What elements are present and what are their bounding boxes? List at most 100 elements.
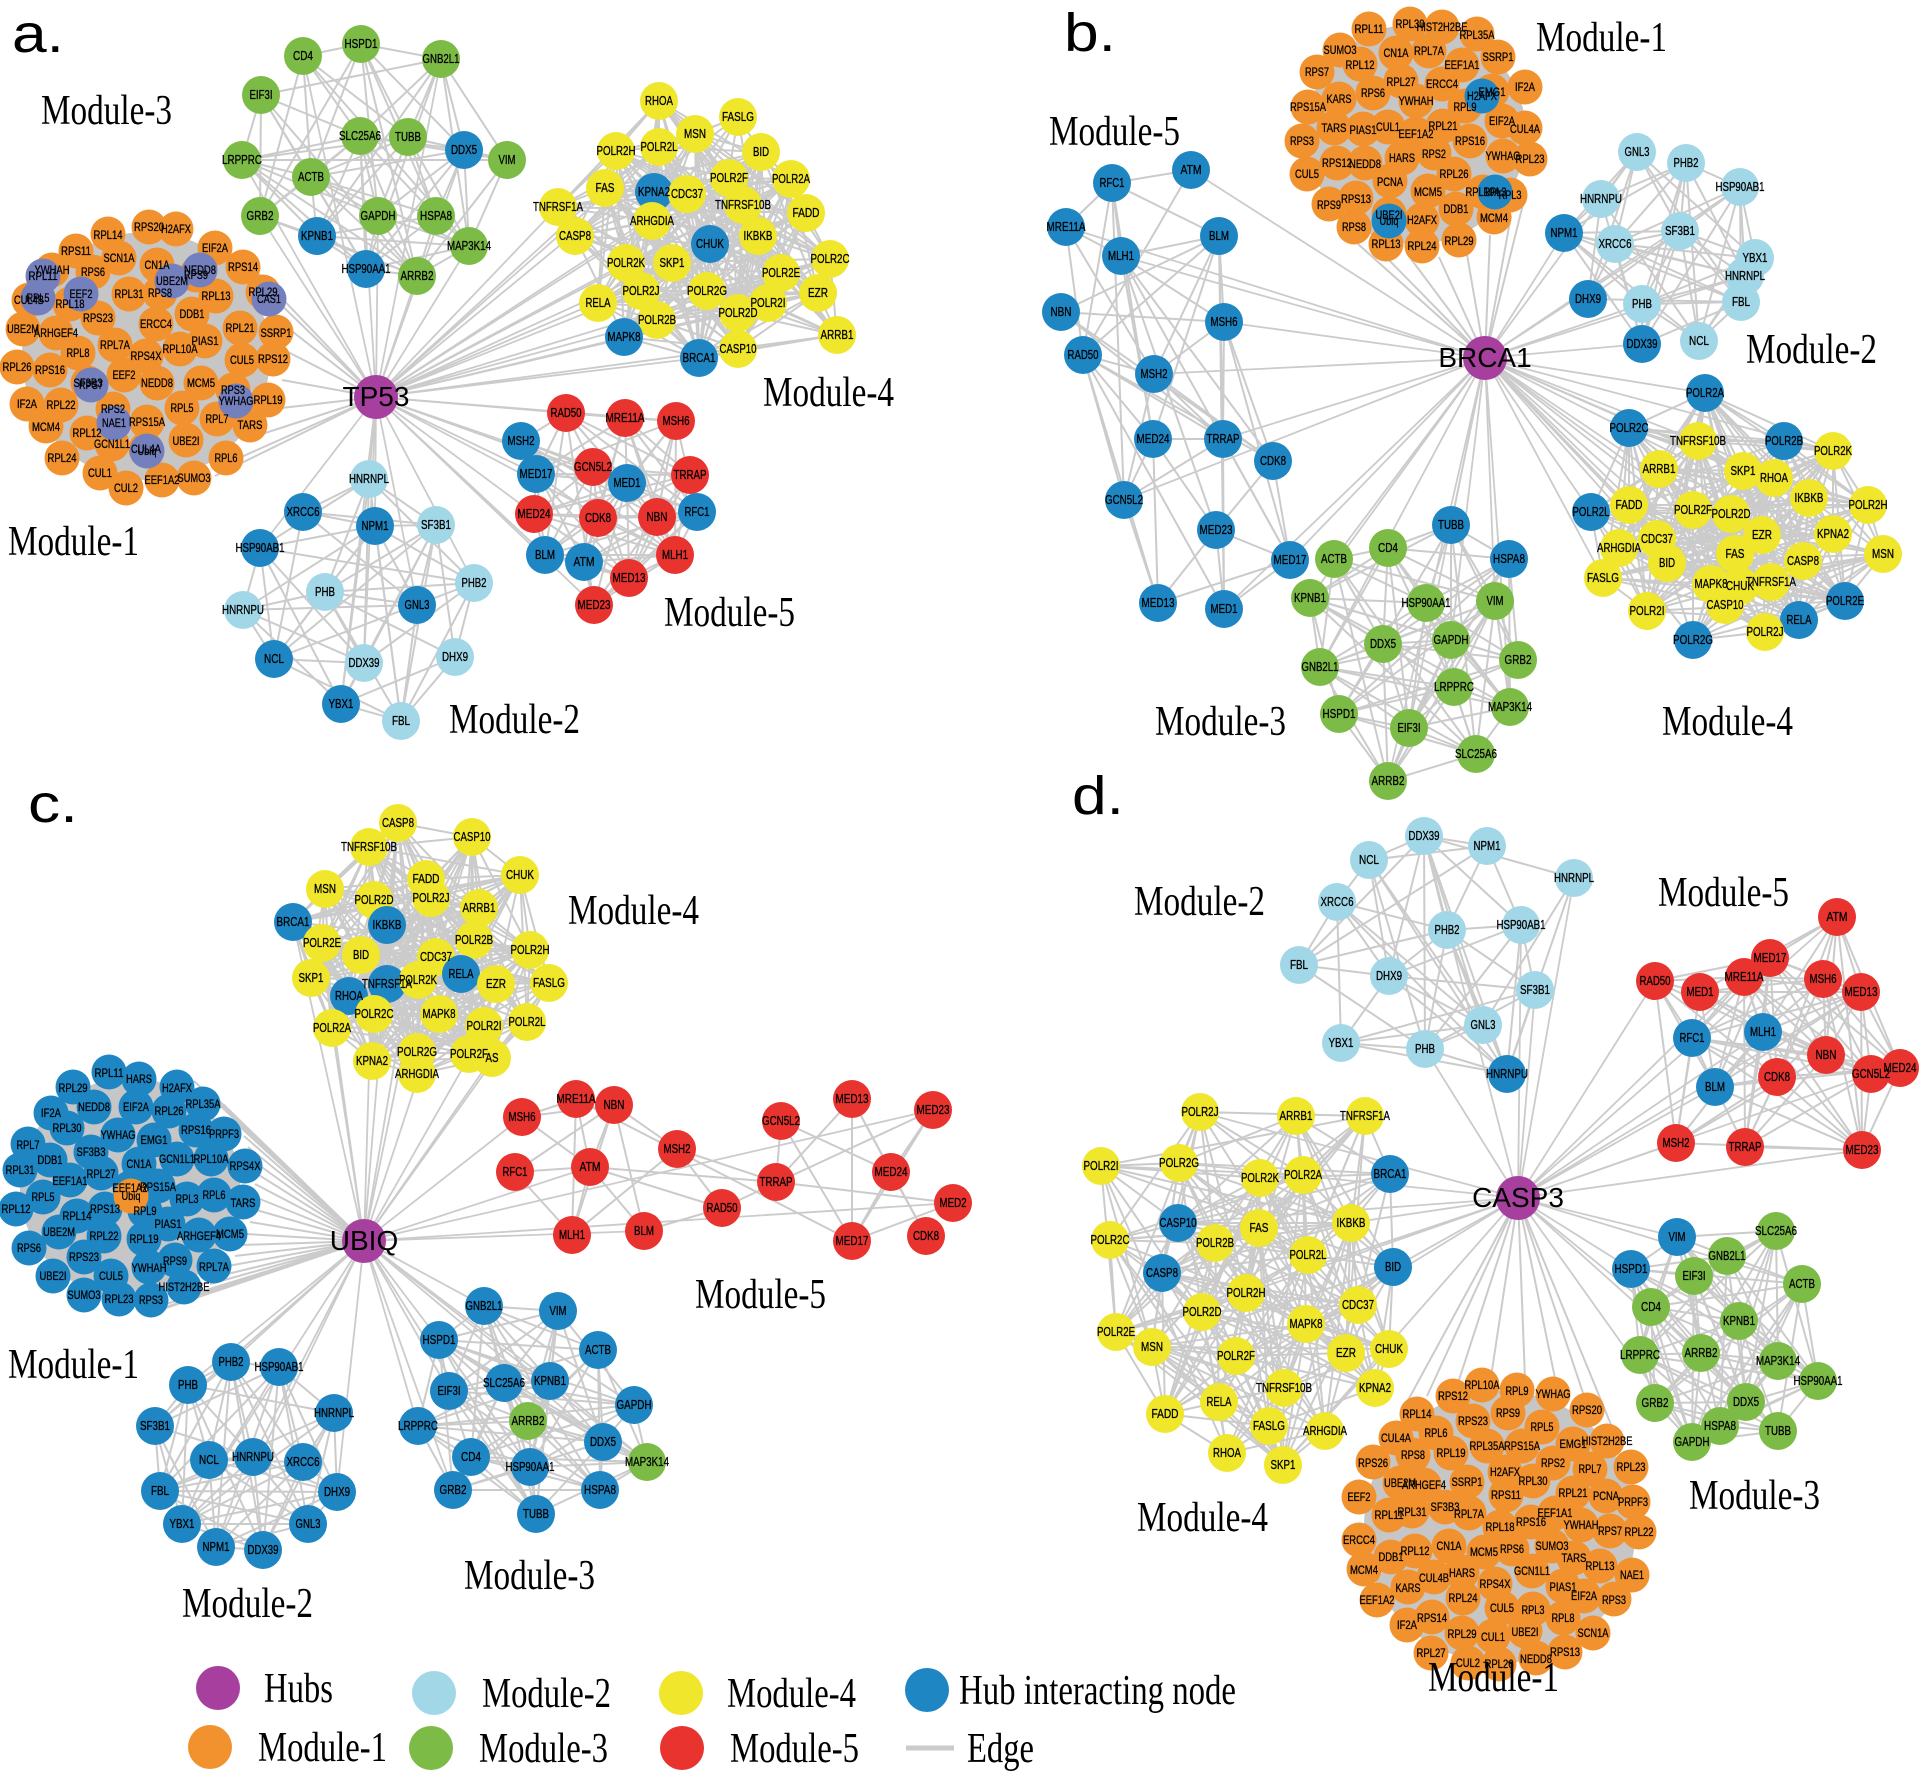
svg-text:RPL3: RPL3 [1522,1603,1545,1617]
svg-text:RPL22: RPL22 [47,398,76,412]
svg-text:HSPD1: HSPD1 [345,37,378,51]
svg-text:POLR2E: POLR2E [303,936,341,950]
svg-text:RPL14: RPL14 [63,1209,92,1223]
svg-text:ATM: ATM [580,1160,601,1174]
svg-text:MED2: MED2 [940,1196,967,1210]
svg-text:MED13: MED13 [836,1092,869,1106]
svg-text:IF2A: IF2A [1397,1618,1417,1632]
svg-text:TARS: TARS [1322,121,1347,135]
svg-text:RPL21: RPL21 [226,321,255,335]
svg-text:RPL24: RPL24 [1449,1591,1478,1605]
svg-text:HSP90AB1: HSP90AB1 [236,541,285,555]
svg-text:MED17: MED17 [836,1234,869,1248]
svg-text:RPS13: RPS13 [90,1202,120,1216]
svg-text:RPL31: RPL31 [1398,1505,1427,1519]
svg-text:Module-5: Module-5 [695,1272,826,1318]
svg-text:RELA: RELA [1787,613,1813,627]
svg-text:RPS16: RPS16 [181,1123,211,1137]
svg-text:CHUK: CHUK [506,868,535,882]
svg-text:HNRNPU: HNRNPU [222,603,264,617]
svg-text:RPL30: RPL30 [53,1121,82,1135]
svg-text:RPL6: RPL6 [203,1188,226,1202]
svg-text:SF3B3: SF3B3 [74,376,103,390]
svg-text:CASP10: CASP10 [1707,598,1744,612]
svg-text:EIF3I: EIF3I [1398,721,1421,735]
svg-text:RPL29: RPL29 [1445,234,1474,248]
svg-text:RHOA: RHOA [1213,1446,1242,1460]
svg-text:POLR2L: POLR2L [1290,1248,1327,1262]
svg-text:RFC1: RFC1 [503,1165,528,1179]
svg-text:PCNA: PCNA [1377,175,1403,189]
svg-text:CUL5: CUL5 [1490,1601,1514,1615]
svg-text:GCN1L1: GCN1L1 [159,1152,195,1166]
svg-text:LRPPRC: LRPPRC [1620,1348,1660,1362]
svg-text:ACTB: ACTB [585,1343,611,1357]
svg-text:H2AFX: H2AFX [161,222,191,236]
svg-text:MSN: MSN [314,882,336,896]
svg-text:TUBB: TUBB [1765,1424,1791,1438]
svg-text:RPL26: RPL26 [1485,1657,1514,1671]
svg-text:KPNB1: KPNB1 [301,229,333,243]
svg-text:PHB2: PHB2 [219,1355,244,1369]
svg-text:POLR2J: POLR2J [413,891,450,905]
svg-text:MCM4: MCM4 [1480,211,1508,225]
svg-text:POLR2H: POLR2H [511,943,550,957]
svg-text:RPL22: RPL22 [90,1229,119,1243]
svg-text:Module-1: Module-1 [8,519,139,565]
svg-text:EEF1A2: EEF1A2 [113,1181,148,1195]
svg-text:CUL4B: CUL4B [14,293,44,307]
svg-text:ATM: ATM [574,555,595,569]
svg-text:Module-1: Module-1 [258,1725,387,1771]
svg-text:CDK8: CDK8 [913,1229,939,1243]
svg-text:DDX39: DDX39 [1627,337,1658,351]
svg-text:Module-3: Module-3 [1155,699,1286,745]
svg-text:ARRB1: ARRB1 [1643,462,1676,476]
svg-text:FAS: FAS [1250,1221,1269,1235]
svg-text:NAE1: NAE1 [102,416,126,430]
svg-text:ARHGEF4: ARHGEF4 [1402,1478,1446,1492]
svg-text:HSP90AB1: HSP90AB1 [1497,918,1546,932]
svg-text:CHUK: CHUK [1726,579,1755,593]
svg-text:GAPDH: GAPDH [617,1398,652,1412]
svg-text:NPM1: NPM1 [362,519,389,533]
svg-text:RPS15A: RPS15A [140,1180,176,1194]
svg-text:ERCC4: ERCC4 [1343,1533,1375,1547]
svg-text:RPL21: RPL21 [1429,119,1458,133]
svg-text:POLR2E: POLR2E [762,266,800,280]
svg-text:RPL14: RPL14 [94,228,123,242]
svg-text:H2AFX: H2AFX [1490,1465,1520,1479]
svg-text:ATM: ATM [1181,163,1202,177]
svg-text:RFC1: RFC1 [1100,176,1125,190]
svg-text:FADD: FADD [1152,1407,1179,1421]
svg-text:RPS4X: RPS4X [131,349,162,363]
svg-text:MED24: MED24 [1137,432,1170,446]
svg-text:MED23: MED23 [1846,1143,1879,1157]
svg-text:YBX1: YBX1 [1329,1036,1354,1050]
svg-text:EEF1A2: EEF1A2 [1399,127,1434,141]
svg-text:SF3B3: SF3B3 [1431,1500,1460,1514]
svg-text:BLM: BLM [634,1224,654,1238]
svg-text:CASP10: CASP10 [720,342,757,356]
svg-text:PHB2: PHB2 [462,576,487,590]
svg-text:RPS2: RPS2 [1541,1456,1565,1470]
svg-text:GNB2L1: GNB2L1 [1302,660,1339,674]
svg-text:ERCC4: ERCC4 [1426,77,1458,91]
svg-text:POLR2D: POLR2D [1183,1305,1222,1319]
svg-text:EZR: EZR [1336,1346,1356,1360]
svg-text:Module-5: Module-5 [730,1726,859,1772]
svg-text:MSN: MSN [684,127,706,141]
svg-text:DDB1: DDB1 [180,307,205,321]
svg-text:RPL35A: RPL35A [1470,1439,1505,1453]
svg-text:Module-5: Module-5 [1049,109,1180,155]
svg-text:RPL12: RPL12 [1401,1544,1430,1558]
svg-text:MSH2: MSH2 [1663,1136,1690,1150]
svg-text:BID: BID [1659,556,1675,570]
svg-text:SSRP1: SSRP1 [261,326,292,340]
svg-text:RELA: RELA [586,296,612,310]
svg-text:CD4: CD4 [1378,541,1398,555]
svg-text:CHUK: CHUK [1375,1342,1404,1356]
svg-text:TARS: TARS [1562,1551,1587,1565]
svg-text:CASP10: CASP10 [454,830,491,844]
svg-text:RPL21: RPL21 [1559,1486,1588,1500]
svg-text:POLR2B: POLR2B [638,313,676,327]
